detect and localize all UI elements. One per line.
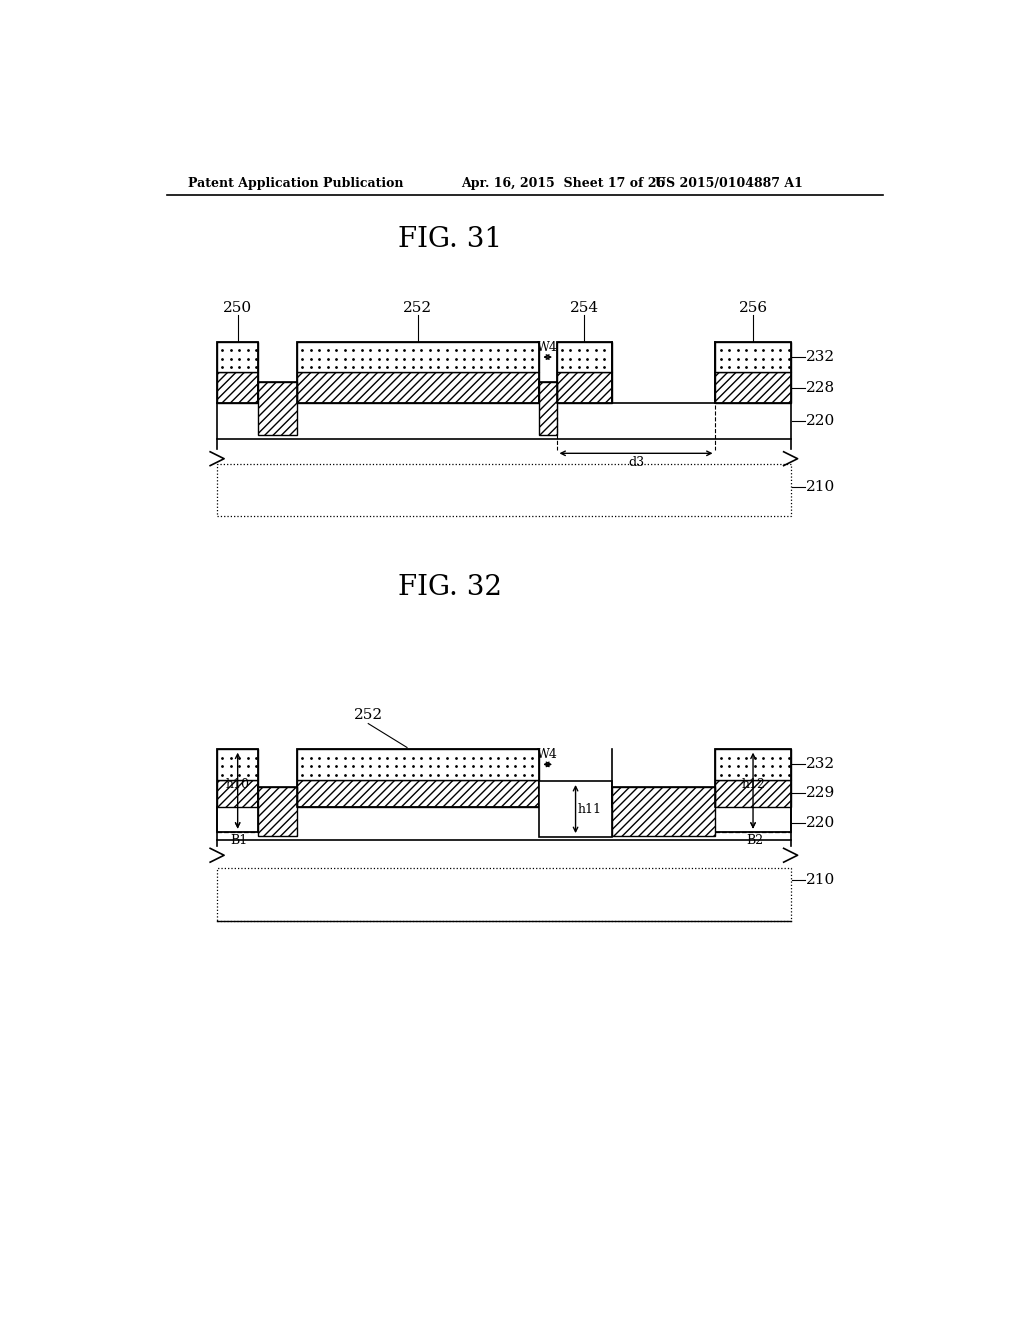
- Text: W4: W4: [538, 341, 558, 354]
- Text: FIG. 31: FIG. 31: [397, 226, 502, 252]
- Bar: [716, 748, 791, 780]
- Text: 210: 210: [806, 480, 836, 494]
- Bar: [557, 342, 612, 404]
- Text: h11: h11: [578, 803, 602, 816]
- Text: 232: 232: [806, 350, 836, 364]
- Text: W4: W4: [538, 748, 558, 762]
- Text: FIG. 32: FIG. 32: [397, 574, 502, 601]
- Text: d3: d3: [628, 455, 644, 469]
- Text: Apr. 16, 2015  Sheet 17 of 26: Apr. 16, 2015 Sheet 17 of 26: [461, 177, 666, 190]
- Bar: [217, 404, 791, 440]
- Bar: [217, 807, 791, 840]
- Bar: [217, 780, 258, 807]
- Bar: [297, 780, 539, 807]
- Bar: [539, 381, 557, 434]
- Text: 210: 210: [806, 873, 836, 887]
- Bar: [258, 788, 297, 836]
- Bar: [612, 788, 716, 836]
- Bar: [716, 342, 791, 372]
- Bar: [297, 342, 539, 404]
- Bar: [217, 342, 258, 404]
- Bar: [217, 372, 258, 404]
- Bar: [557, 342, 612, 372]
- Bar: [297, 748, 539, 780]
- Text: Patent Application Publication: Patent Application Publication: [188, 177, 403, 190]
- Bar: [217, 748, 258, 832]
- Bar: [297, 748, 539, 807]
- Text: 229: 229: [806, 787, 836, 800]
- Text: h12: h12: [741, 777, 765, 791]
- Bar: [258, 381, 297, 434]
- Bar: [716, 748, 791, 832]
- Bar: [716, 780, 791, 807]
- Text: 252: 252: [353, 708, 383, 722]
- Text: 254: 254: [570, 301, 599, 314]
- Bar: [716, 342, 791, 404]
- Text: 228: 228: [806, 381, 836, 395]
- Text: 232: 232: [806, 758, 836, 771]
- Bar: [557, 372, 612, 404]
- Bar: [297, 342, 539, 372]
- Text: 250: 250: [223, 301, 252, 314]
- Bar: [217, 342, 258, 372]
- Bar: [217, 465, 791, 516]
- Text: B1: B1: [230, 834, 248, 847]
- Text: 220: 220: [806, 816, 836, 830]
- Text: 252: 252: [403, 301, 432, 314]
- Bar: [217, 869, 791, 921]
- Text: h10: h10: [225, 777, 250, 791]
- Text: B2: B2: [746, 834, 763, 847]
- Bar: [716, 372, 791, 404]
- Text: 220: 220: [806, 414, 836, 429]
- Text: US 2015/0104887 A1: US 2015/0104887 A1: [655, 177, 803, 190]
- Bar: [297, 372, 539, 404]
- Text: 256: 256: [738, 301, 768, 314]
- Bar: [539, 781, 612, 837]
- Bar: [217, 748, 258, 780]
